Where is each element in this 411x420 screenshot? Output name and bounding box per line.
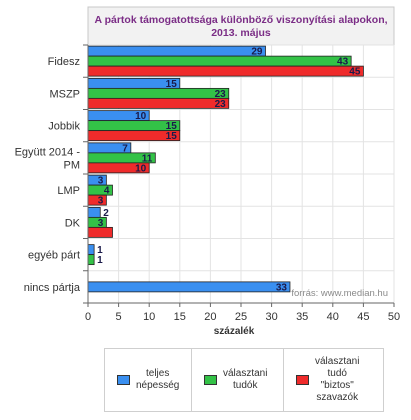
chart-area: A pártok támogatottsága különböző viszon… — [15, 6, 400, 337]
category-label: LMP — [57, 185, 80, 197]
category-label: DK — [65, 217, 81, 229]
legend-label: teljes népesség — [136, 368, 180, 391]
x-tick-label: 25 — [235, 311, 247, 323]
legend-item-teljes-nepesseg: teljes népesség — [105, 349, 191, 411]
legend-swatch-green — [204, 375, 217, 385]
bar-value-label: 45 — [349, 67, 361, 78]
bar-value-label: 23 — [215, 99, 227, 110]
bar — [87, 206, 101, 218]
category-label: MSZP — [49, 88, 80, 100]
bar-value-label: 10 — [135, 163, 147, 174]
bar — [87, 97, 230, 109]
legend: teljes népesség választani tudók választ… — [104, 348, 384, 412]
legend-swatch-red — [296, 375, 309, 385]
bar-value-label: 7 — [122, 143, 128, 154]
category-label: Együtt 2014 - — [15, 146, 81, 158]
bar-value-label: 10 — [135, 111, 147, 122]
bar-value-label: 15 — [166, 131, 178, 142]
x-tick-label: 15 — [174, 311, 186, 323]
category-label: nincs pártja — [24, 282, 81, 294]
bar — [87, 281, 291, 293]
legend-label: választani tudók — [223, 368, 268, 391]
bar — [87, 45, 266, 57]
legend-label: választani tudó "biztos" szavazók — [315, 356, 360, 403]
bar-value-label: 3 — [98, 218, 104, 229]
bar-value-label: 43 — [337, 57, 349, 68]
source-note: forrás: www.median.hu — [291, 288, 388, 299]
title-box — [87, 6, 395, 46]
chart-title-line: A pártok támogatottsága különböző viszon… — [94, 14, 387, 26]
x-tick-label: 40 — [327, 311, 339, 323]
bar-value-label: 3 — [98, 196, 104, 207]
legend-item-valasztani-tudok: választani tudók — [191, 349, 284, 411]
bar-value-label: 11 — [142, 153, 153, 164]
bar-value-label: 1 — [97, 255, 103, 266]
bar-value-label: 1 — [97, 245, 103, 256]
bar-value-label: 4 — [104, 186, 110, 197]
x-tick-label: 20 — [204, 311, 216, 323]
x-tick-label: 45 — [357, 311, 369, 323]
bar-value-label: 3 — [98, 176, 104, 187]
category-label: egyéb párt — [28, 250, 80, 262]
bar-value-label: 2 — [103, 208, 109, 219]
bar-value-label: 15 — [166, 79, 178, 90]
bar — [87, 55, 352, 67]
x-tick-label: 30 — [265, 311, 277, 323]
category-label: PM — [64, 159, 81, 171]
chart-title-line: 2013. május — [211, 27, 271, 39]
category-label: Fidesz — [48, 56, 80, 68]
bar-chart: A pártok támogatottsága különböző viszon… — [15, 6, 400, 337]
bar-value-label: 33 — [276, 282, 288, 293]
bar — [87, 87, 230, 99]
bar-value-label: 29 — [251, 47, 263, 58]
bar-value-label: 15 — [166, 121, 178, 132]
legend-swatch-blue — [117, 375, 130, 385]
x-tick-label: 50 — [388, 311, 400, 323]
x-tick-label: 35 — [296, 311, 308, 323]
x-tick-label: 5 — [116, 311, 122, 323]
legend-item-biztos-szavazok: választani tudó "biztos" szavazók — [283, 349, 384, 411]
bar — [87, 254, 95, 266]
bar — [87, 244, 95, 256]
bar — [87, 226, 113, 238]
bar — [87, 65, 364, 77]
x-axis-title: százalék — [214, 326, 255, 337]
category-label: Jobbik — [48, 121, 80, 133]
bar-value-label: 23 — [215, 89, 227, 100]
x-tick-label: 0 — [85, 311, 91, 323]
x-tick-label: 10 — [143, 311, 155, 323]
